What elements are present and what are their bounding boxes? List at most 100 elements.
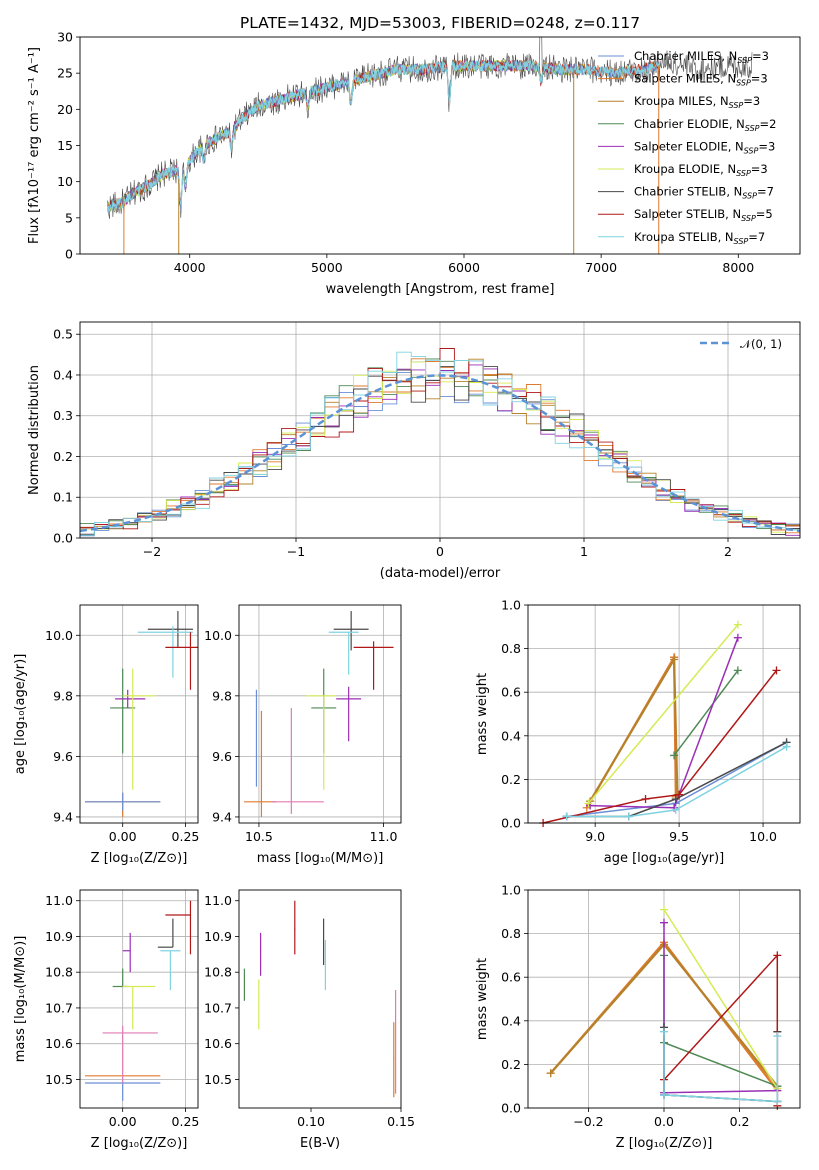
y-tick-label: 0.6 <box>501 685 521 700</box>
weight-series-line <box>566 746 787 818</box>
legend-label: Kroupa ELODIE, NSSP=3 <box>634 162 768 178</box>
x-tick-label: 0.00 <box>109 829 137 844</box>
legend-label-tail: =3 <box>758 139 775 153</box>
y-tick-label: 10.6 <box>204 1036 232 1051</box>
y-tick-label: 10.8 <box>45 965 73 980</box>
weight-point-marker <box>584 799 593 808</box>
y-tick-label: 0.6 <box>501 970 521 985</box>
error-bar-point <box>85 792 161 811</box>
x-tick-label: 10.5 <box>245 829 273 844</box>
x-tick-label: 2 <box>724 544 732 559</box>
y-tick-label: 9.6 <box>212 749 232 764</box>
legend-label-tail: =3 <box>743 94 760 108</box>
legend-label-sub: SSP <box>734 237 749 246</box>
legend-label-main: Chabrier ELODIE, N <box>634 117 745 131</box>
error-bar-point <box>165 900 192 955</box>
x-tick-label: 8000 <box>722 260 754 275</box>
legend-label-sub: SSP <box>737 56 752 65</box>
y-tick-label: 10.7 <box>45 1000 73 1015</box>
y-tick-label: 10.8 <box>204 965 232 980</box>
x-tick-label: 6000 <box>448 260 480 275</box>
error-bar-point <box>294 900 296 955</box>
x-tick-label: 0.10 <box>297 1114 325 1129</box>
axes-frame <box>79 321 801 539</box>
x-tick-label: 4000 <box>174 260 206 275</box>
y-tick-label: 0.5 <box>53 327 73 342</box>
legend-label-sub: SSP <box>736 169 751 178</box>
error-bar-point <box>165 632 198 690</box>
y-axis-label: Flux [fλ10⁻¹⁷ erg cm⁻² s⁻¹ A⁻¹] <box>27 47 42 244</box>
panel-mass_vs_Z: 0.00 0.25 10.5 10.6 10.7 10.8 10.9 11.0 Z [log₁₀… <box>13 889 199 1151</box>
error-bar-point <box>260 932 262 976</box>
weight-point-marker <box>675 790 684 799</box>
legend-label-tail: =2 <box>760 117 777 131</box>
weight-series-line <box>587 624 739 804</box>
y-tick-label: 11.0 <box>45 893 73 908</box>
axes-frame <box>527 889 801 1109</box>
y-tick-label: 5 <box>65 210 73 225</box>
y-tick-label: 0.2 <box>501 772 521 787</box>
x-axis-label: E(B-V) <box>300 1136 340 1151</box>
y-tick-label: 9.6 <box>53 749 73 764</box>
error-bar-point <box>110 668 136 754</box>
legend-label: Salpeter MILES, NSSP=3 <box>634 72 768 88</box>
spectrum-series-line <box>106 59 660 214</box>
legend-label-sub: SSP <box>729 101 744 110</box>
legend-label: Kroupa STELIB, NSSP=7 <box>634 230 765 246</box>
weight-point-marker <box>782 742 791 751</box>
y-axis-label: mass weight <box>475 958 490 1040</box>
error-bar-point <box>157 918 174 948</box>
x-tick-label: 9.5 <box>669 829 689 844</box>
y-tick-label: 10.9 <box>45 929 73 944</box>
legend-label: Salpeter ELODIE, NSSP=3 <box>634 139 775 155</box>
error-bar-point <box>324 940 326 991</box>
y-tick-label: 0.8 <box>501 641 521 656</box>
weight-series-line <box>673 669 739 756</box>
legend-label-main: Chabrier MILES, N <box>634 49 737 63</box>
y-tick-label: 0.8 <box>501 926 521 941</box>
error-bar-point <box>328 631 359 675</box>
x-tick-label: −0.2 <box>573 1114 603 1129</box>
weight-point-marker <box>773 951 782 960</box>
weight-point-marker <box>660 1027 668 1036</box>
error-bar-point <box>122 985 156 1030</box>
y-tick-label: 10.0 <box>45 628 73 643</box>
weight-point-marker <box>773 1032 782 1041</box>
weight-point-marker <box>660 918 668 927</box>
legend-label-main: Salpeter STELIB, N <box>634 207 741 221</box>
x-tick-label: 0.0 <box>654 1114 674 1129</box>
panel-spectrum: 4000 5000 6000 7000 8000 0 5 10 15 20 25 30 waveleng… <box>27 30 801 297</box>
x-axis-label: Z [log₁₀(Z/Z⊙)] <box>91 1136 188 1151</box>
y-tick-label: 10.9 <box>204 929 232 944</box>
y-tick-label: 10.7 <box>204 1000 232 1015</box>
y-tick-label: 0.2 <box>501 1057 521 1072</box>
axes-frame <box>79 889 199 1109</box>
legend-label: Salpeter STELIB, NSSP=5 <box>634 207 773 223</box>
weight-point-marker <box>660 1090 668 1099</box>
y-axis-label: Normed distribution <box>27 365 42 495</box>
legend-label-sub: SSP <box>741 214 756 223</box>
y-tick-label: 0.0 <box>53 531 73 546</box>
legend-label-main: Salpeter ELODIE, N <box>634 139 744 153</box>
weight-point-marker <box>733 620 742 629</box>
legend-label: 𝒩(0, 1) <box>740 337 782 351</box>
legend-label-main: Kroupa ELODIE, N <box>634 162 736 176</box>
x-tick-label: 0 <box>436 544 444 559</box>
x-tick-label: 9.0 <box>585 829 605 844</box>
legend-label: Chabrier ELODIE, NSSP=2 <box>634 117 776 133</box>
y-tick-label: 9.4 <box>212 809 232 824</box>
y-tick-label: 0.4 <box>501 728 521 743</box>
axes-frame <box>527 604 801 824</box>
weight-point-marker <box>773 1097 782 1106</box>
legend-label-tail: =5 <box>756 207 773 221</box>
y-tick-label: 10 <box>57 174 73 189</box>
error-bar-point <box>243 968 245 1001</box>
error-bar-point <box>102 1025 158 1083</box>
y-tick-label: 11.0 <box>204 893 232 908</box>
weight-point-marker <box>670 655 679 664</box>
error-bar-point <box>122 668 156 790</box>
weight-series-line <box>663 909 778 1089</box>
error-bar-point <box>323 918 325 966</box>
x-tick-label: −2 <box>143 544 161 559</box>
y-tick-label: 0.2 <box>53 449 73 464</box>
